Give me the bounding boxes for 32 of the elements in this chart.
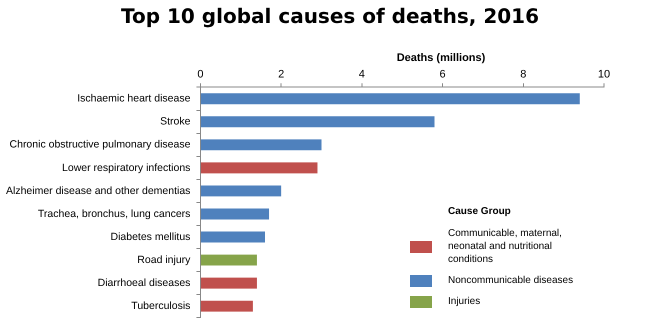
chart-title: Top 10 global causes of deaths, 2016 bbox=[120, 4, 540, 28]
y-tick-label: Ischaemic heart disease bbox=[77, 92, 191, 105]
y-tick-label: Trachea, bronchus, lung cancers bbox=[38, 208, 190, 220]
x-tick-label: 4 bbox=[358, 68, 365, 81]
y-tick-label: Diarrhoeal diseases bbox=[98, 277, 190, 290]
bar bbox=[200, 254, 257, 266]
bar bbox=[200, 93, 580, 104]
bar bbox=[200, 116, 435, 128]
bar bbox=[200, 300, 253, 312]
y-tick-label: Chronic obstructive pulmonary disease bbox=[10, 138, 191, 151]
y-tick-label: Lower respiratory infections bbox=[62, 162, 190, 174]
y-tick-label: Stroke bbox=[160, 116, 191, 128]
bar bbox=[200, 232, 266, 242]
y-tick-label: Diabetes mellitus bbox=[110, 230, 190, 243]
x-tick-label: 10 bbox=[598, 68, 610, 81]
y-tick-label: Road injury bbox=[137, 254, 192, 266]
y-tick-label: Alzheimer disease and other dementias bbox=[6, 184, 190, 197]
legend-label: Noncommunicable diseases bbox=[448, 274, 574, 287]
x-tick-label: 0 bbox=[197, 68, 204, 81]
x-tick-label: 8 bbox=[520, 68, 526, 81]
bar bbox=[200, 139, 322, 150]
bar bbox=[200, 208, 270, 220]
legend-label: Communicable, maternal, neonatal and nutritional conditions bbox=[448, 227, 563, 266]
bar bbox=[200, 185, 282, 196]
legend-label: Injuries bbox=[448, 295, 482, 308]
bar bbox=[200, 278, 257, 289]
legend-title: Cause Group bbox=[448, 206, 512, 217]
y-tick-label: Tuberculosis bbox=[131, 300, 190, 312]
x-tick-label: 6 bbox=[440, 68, 446, 81]
x-tick-label: 2 bbox=[278, 68, 284, 81]
x-axis-title: Deaths (millions) bbox=[396, 52, 486, 64]
bar bbox=[200, 162, 318, 174]
